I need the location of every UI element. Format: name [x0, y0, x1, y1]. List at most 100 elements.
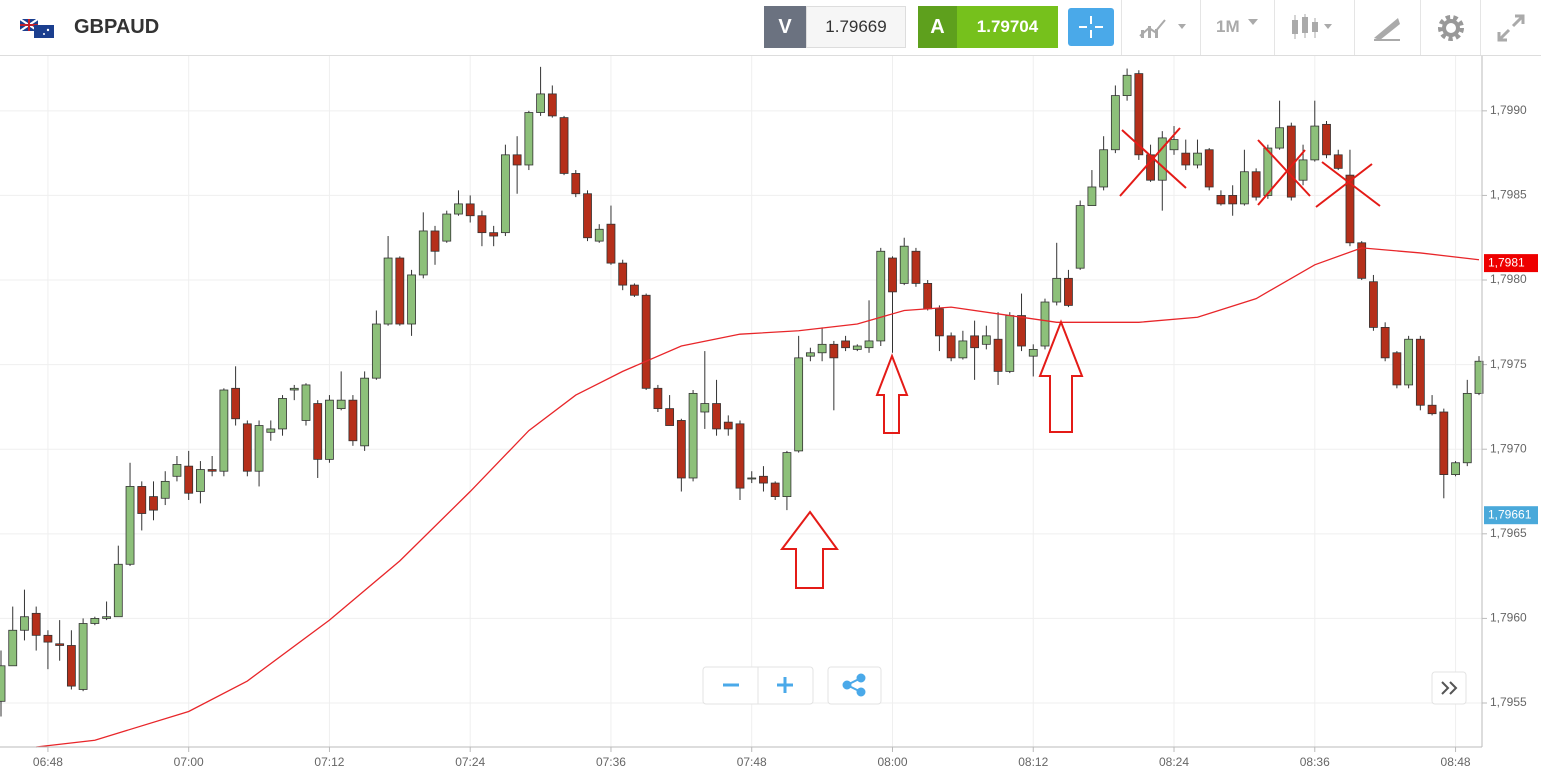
- price-marker: [1484, 254, 1538, 273]
- candle-type-button[interactable]: [1288, 12, 1348, 42]
- cross-mark: [1315, 161, 1381, 208]
- candle-body: [735, 423, 745, 489]
- price-marker: [1484, 506, 1538, 525]
- candle-body: [1322, 123, 1331, 156]
- candle-body: [935, 308, 944, 337]
- candle-body: [1439, 411, 1449, 475]
- y-tick-label: 1,7970: [1490, 441, 1527, 455]
- candle-body: [911, 250, 921, 284]
- candle-body: [383, 257, 393, 325]
- candle-body: [1110, 95, 1120, 151]
- candle-body: [289, 387, 299, 391]
- candle-body: [1028, 348, 1038, 357]
- arrow-up: [1038, 319, 1084, 433]
- candle-body: [571, 173, 581, 195]
- candle-body: [348, 399, 358, 442]
- x-tick-label: 07:12: [314, 755, 344, 769]
- arrow-up: [875, 353, 909, 434]
- candle-body: [371, 323, 381, 379]
- zoom-in-button[interactable]: [777, 677, 793, 693]
- candle-body: [829, 343, 839, 359]
- annotations: [779, 127, 1381, 589]
- ask-price[interactable]: 1.79704: [957, 6, 1058, 48]
- candle-body: [641, 294, 651, 389]
- candle-body: [958, 340, 968, 359]
- candle-body: [500, 154, 510, 234]
- dropdown-icon[interactable]: [1246, 17, 1260, 27]
- candle-body: [676, 420, 686, 479]
- candle-body: [325, 399, 334, 460]
- bid-label[interactable]: V: [764, 6, 806, 48]
- x-tick-label: 08:36: [1300, 755, 1330, 769]
- candle-body: [160, 480, 170, 499]
- arrow-up: [779, 510, 839, 589]
- bid-price[interactable]: 1.79669: [806, 6, 906, 48]
- candle-body: [923, 283, 933, 310]
- candle-body: [90, 618, 100, 624]
- candle-body: [172, 464, 182, 477]
- candle-body: [231, 387, 241, 420]
- candle-body: [899, 245, 909, 284]
- candle-body: [794, 357, 804, 452]
- candle-body: [606, 223, 616, 264]
- candle-body: [1157, 137, 1167, 181]
- candle-body: [395, 257, 405, 325]
- settings-button[interactable]: [1435, 12, 1467, 44]
- timeframe[interactable]: 1M: [1216, 17, 1240, 36]
- x-tick-label: 08:48: [1441, 755, 1471, 769]
- share-button[interactable]: [827, 666, 882, 705]
- candle-body: [219, 389, 229, 472]
- candle-body: [20, 616, 29, 631]
- toolbar: GBPAUD V 1.79669 A 1.79704 1M: [0, 0, 1541, 56]
- candle-body: [1122, 74, 1132, 97]
- chart-type-button[interactable]: [1135, 12, 1195, 42]
- candle-body: [817, 343, 827, 354]
- x-tick-label: 07:24: [455, 755, 485, 769]
- candle-body: [1451, 462, 1460, 475]
- candle-body: [31, 612, 41, 636]
- candle-body: [184, 465, 194, 494]
- candle-body: [841, 340, 850, 349]
- candle-body: [723, 421, 733, 430]
- candle-body: [1333, 154, 1343, 169]
- candle-body: [1404, 338, 1414, 386]
- scroll-end-icon[interactable]: [1441, 681, 1458, 695]
- candle-body: [1462, 392, 1472, 464]
- candle-body: [454, 203, 463, 215]
- candle-body: [1193, 152, 1202, 166]
- candle-body: [1005, 315, 1015, 372]
- x-tick-label: 08:00: [877, 755, 907, 769]
- draw-button[interactable]: [1370, 12, 1404, 42]
- crosshair-button[interactable]: [1068, 8, 1114, 46]
- candle-body: [653, 387, 663, 410]
- candle-body: [688, 392, 698, 479]
- candle-body: [770, 482, 780, 497]
- candle-body: [301, 384, 311, 421]
- y-tick-label: 1,7955: [1490, 695, 1527, 709]
- candle-body: [149, 496, 158, 511]
- candle-body: [1474, 360, 1484, 394]
- candle-body: [512, 154, 522, 166]
- candle-body: [465, 203, 475, 217]
- candle-body: [8, 629, 18, 667]
- candle-body: [1181, 152, 1191, 166]
- candle-body: [1345, 174, 1355, 244]
- cross-mark: [1119, 127, 1187, 197]
- candle-body: [207, 469, 217, 472]
- candle-body: [137, 486, 147, 514]
- candle-body: [66, 645, 76, 687]
- fullscreen-button[interactable]: [1495, 12, 1527, 44]
- candle-body: [1087, 186, 1097, 206]
- candle-body: [1392, 352, 1402, 386]
- share-icon[interactable]: [842, 673, 866, 697]
- ask-label[interactable]: A: [918, 6, 957, 48]
- candle-body: [747, 477, 757, 480]
- candle-body: [970, 335, 980, 349]
- candle-body: [759, 475, 768, 484]
- candle-body: [266, 428, 276, 433]
- y-tick-label: 1,7985: [1490, 188, 1527, 202]
- candle-body: [1310, 125, 1320, 161]
- x-tick-label: 07:36: [596, 755, 626, 769]
- candle-body: [489, 232, 499, 237]
- candle-body: [1064, 277, 1073, 306]
